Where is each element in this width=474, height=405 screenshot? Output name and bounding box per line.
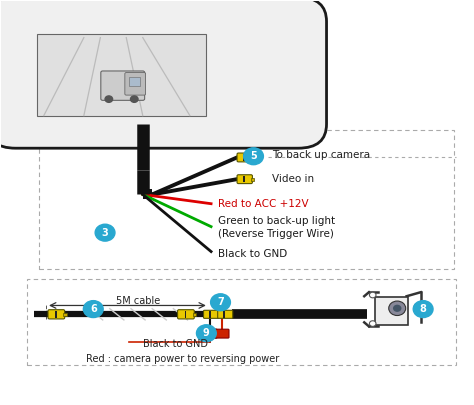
Circle shape xyxy=(197,325,216,342)
Circle shape xyxy=(413,301,433,318)
Bar xyxy=(244,176,245,182)
FancyBboxPatch shape xyxy=(48,310,64,319)
Bar xyxy=(244,154,245,161)
Bar xyxy=(184,311,186,318)
FancyBboxPatch shape xyxy=(203,329,217,338)
Bar xyxy=(193,313,196,316)
Text: Black to GND: Black to GND xyxy=(143,339,208,349)
Text: Black to GND: Black to GND xyxy=(218,249,287,258)
Circle shape xyxy=(210,294,230,311)
Circle shape xyxy=(393,305,401,312)
Circle shape xyxy=(83,301,103,318)
Circle shape xyxy=(105,96,113,102)
Text: 5M cable: 5M cable xyxy=(116,296,160,306)
Bar xyxy=(63,313,67,316)
FancyBboxPatch shape xyxy=(215,329,229,338)
Bar xyxy=(128,77,140,86)
FancyBboxPatch shape xyxy=(375,297,408,325)
Circle shape xyxy=(244,148,264,165)
Bar xyxy=(36,34,206,116)
Text: 6: 6 xyxy=(90,304,97,314)
Circle shape xyxy=(369,292,376,298)
FancyBboxPatch shape xyxy=(0,0,327,148)
Bar xyxy=(251,156,254,159)
FancyBboxPatch shape xyxy=(237,175,253,183)
Text: 8: 8 xyxy=(419,304,427,314)
Text: Green to back-up light
(Reverse Trigger Wire): Green to back-up light (Reverse Trigger … xyxy=(218,216,335,239)
Bar xyxy=(39,130,454,269)
FancyBboxPatch shape xyxy=(125,72,146,95)
Text: Red : camera power to reversing power: Red : camera power to reversing power xyxy=(86,354,280,364)
Bar xyxy=(55,311,56,318)
FancyBboxPatch shape xyxy=(218,310,233,318)
Text: 5: 5 xyxy=(250,151,257,161)
Text: 9: 9 xyxy=(203,328,210,338)
Text: Red to ACC +12V: Red to ACC +12V xyxy=(218,199,309,209)
Circle shape xyxy=(414,303,421,309)
FancyBboxPatch shape xyxy=(178,310,194,319)
FancyBboxPatch shape xyxy=(237,153,253,162)
Circle shape xyxy=(130,96,138,102)
Bar xyxy=(223,311,225,318)
Circle shape xyxy=(95,224,115,241)
FancyBboxPatch shape xyxy=(203,310,219,318)
Bar xyxy=(209,311,210,318)
Circle shape xyxy=(389,301,406,315)
Text: To back up camera: To back up camera xyxy=(273,150,371,160)
FancyBboxPatch shape xyxy=(101,71,145,100)
Bar xyxy=(27,279,456,365)
Bar xyxy=(251,177,254,181)
Text: 3: 3 xyxy=(102,228,109,238)
Text: Video in: Video in xyxy=(273,174,314,184)
Circle shape xyxy=(369,321,376,326)
Text: 7: 7 xyxy=(217,297,224,307)
